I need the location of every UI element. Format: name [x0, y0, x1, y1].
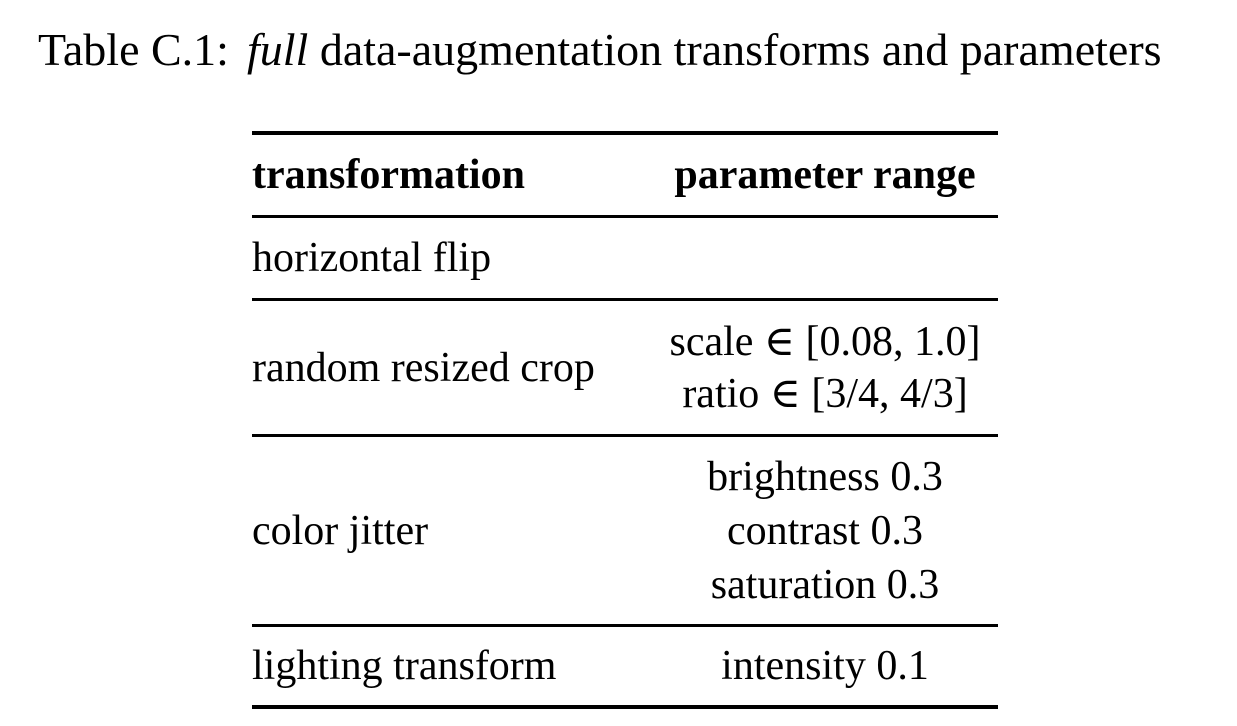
table-row: lighting transform intensity 0.1 — [252, 626, 998, 708]
caption-emphasis: full — [246, 24, 309, 75]
parameter-cell: scale ∈ [0.08, 1.0] ratio ∈ [3/4, 4/3] — [652, 300, 998, 436]
caption-text: data-augmentation transforms and paramet… — [319, 24, 1162, 75]
caption-label: Table C.1: — [38, 24, 229, 75]
header-parameter-range: parameter range — [652, 133, 998, 218]
parameter-cell: brightness 0.3 contrast 0.3 saturation 0… — [652, 436, 998, 626]
table-caption: Table C.1: full data-augmentation transfo… — [38, 20, 1228, 80]
parameter-line: scale ∈ [0.08, 1.0] — [669, 318, 981, 365]
parameter-line: ratio ∈ [3/4, 4/3] — [682, 370, 968, 417]
parameter-line: saturation 0.3 — [710, 561, 940, 608]
augmentation-table: transformation parameter range horizonta… — [252, 131, 998, 709]
header-row: transformation parameter range — [252, 133, 998, 218]
transformation-cell: lighting transform — [252, 643, 557, 689]
table-container: transformation parameter range horizonta… — [252, 131, 998, 709]
header-transformation: transformation — [252, 133, 652, 218]
transformation-cell: random resized crop — [252, 344, 595, 391]
table-row: horizontal flip — [252, 217, 998, 300]
transformation-cell: color jitter — [252, 507, 429, 554]
parameter-line: contrast 0.3 — [727, 507, 923, 554]
parameter-line: intensity 0.1 — [721, 643, 929, 689]
table-row: color jitter brightness 0.3 contrast 0.3… — [252, 436, 998, 626]
parameter-line: brightness 0.3 — [707, 453, 943, 500]
parameter-cell: intensity 0.1 — [652, 626, 998, 708]
parameter-cell — [652, 217, 998, 300]
table-row: random resized crop scale ∈ [0.08, 1.0] … — [252, 300, 998, 436]
transformation-cell: horizontal flip — [252, 235, 492, 281]
